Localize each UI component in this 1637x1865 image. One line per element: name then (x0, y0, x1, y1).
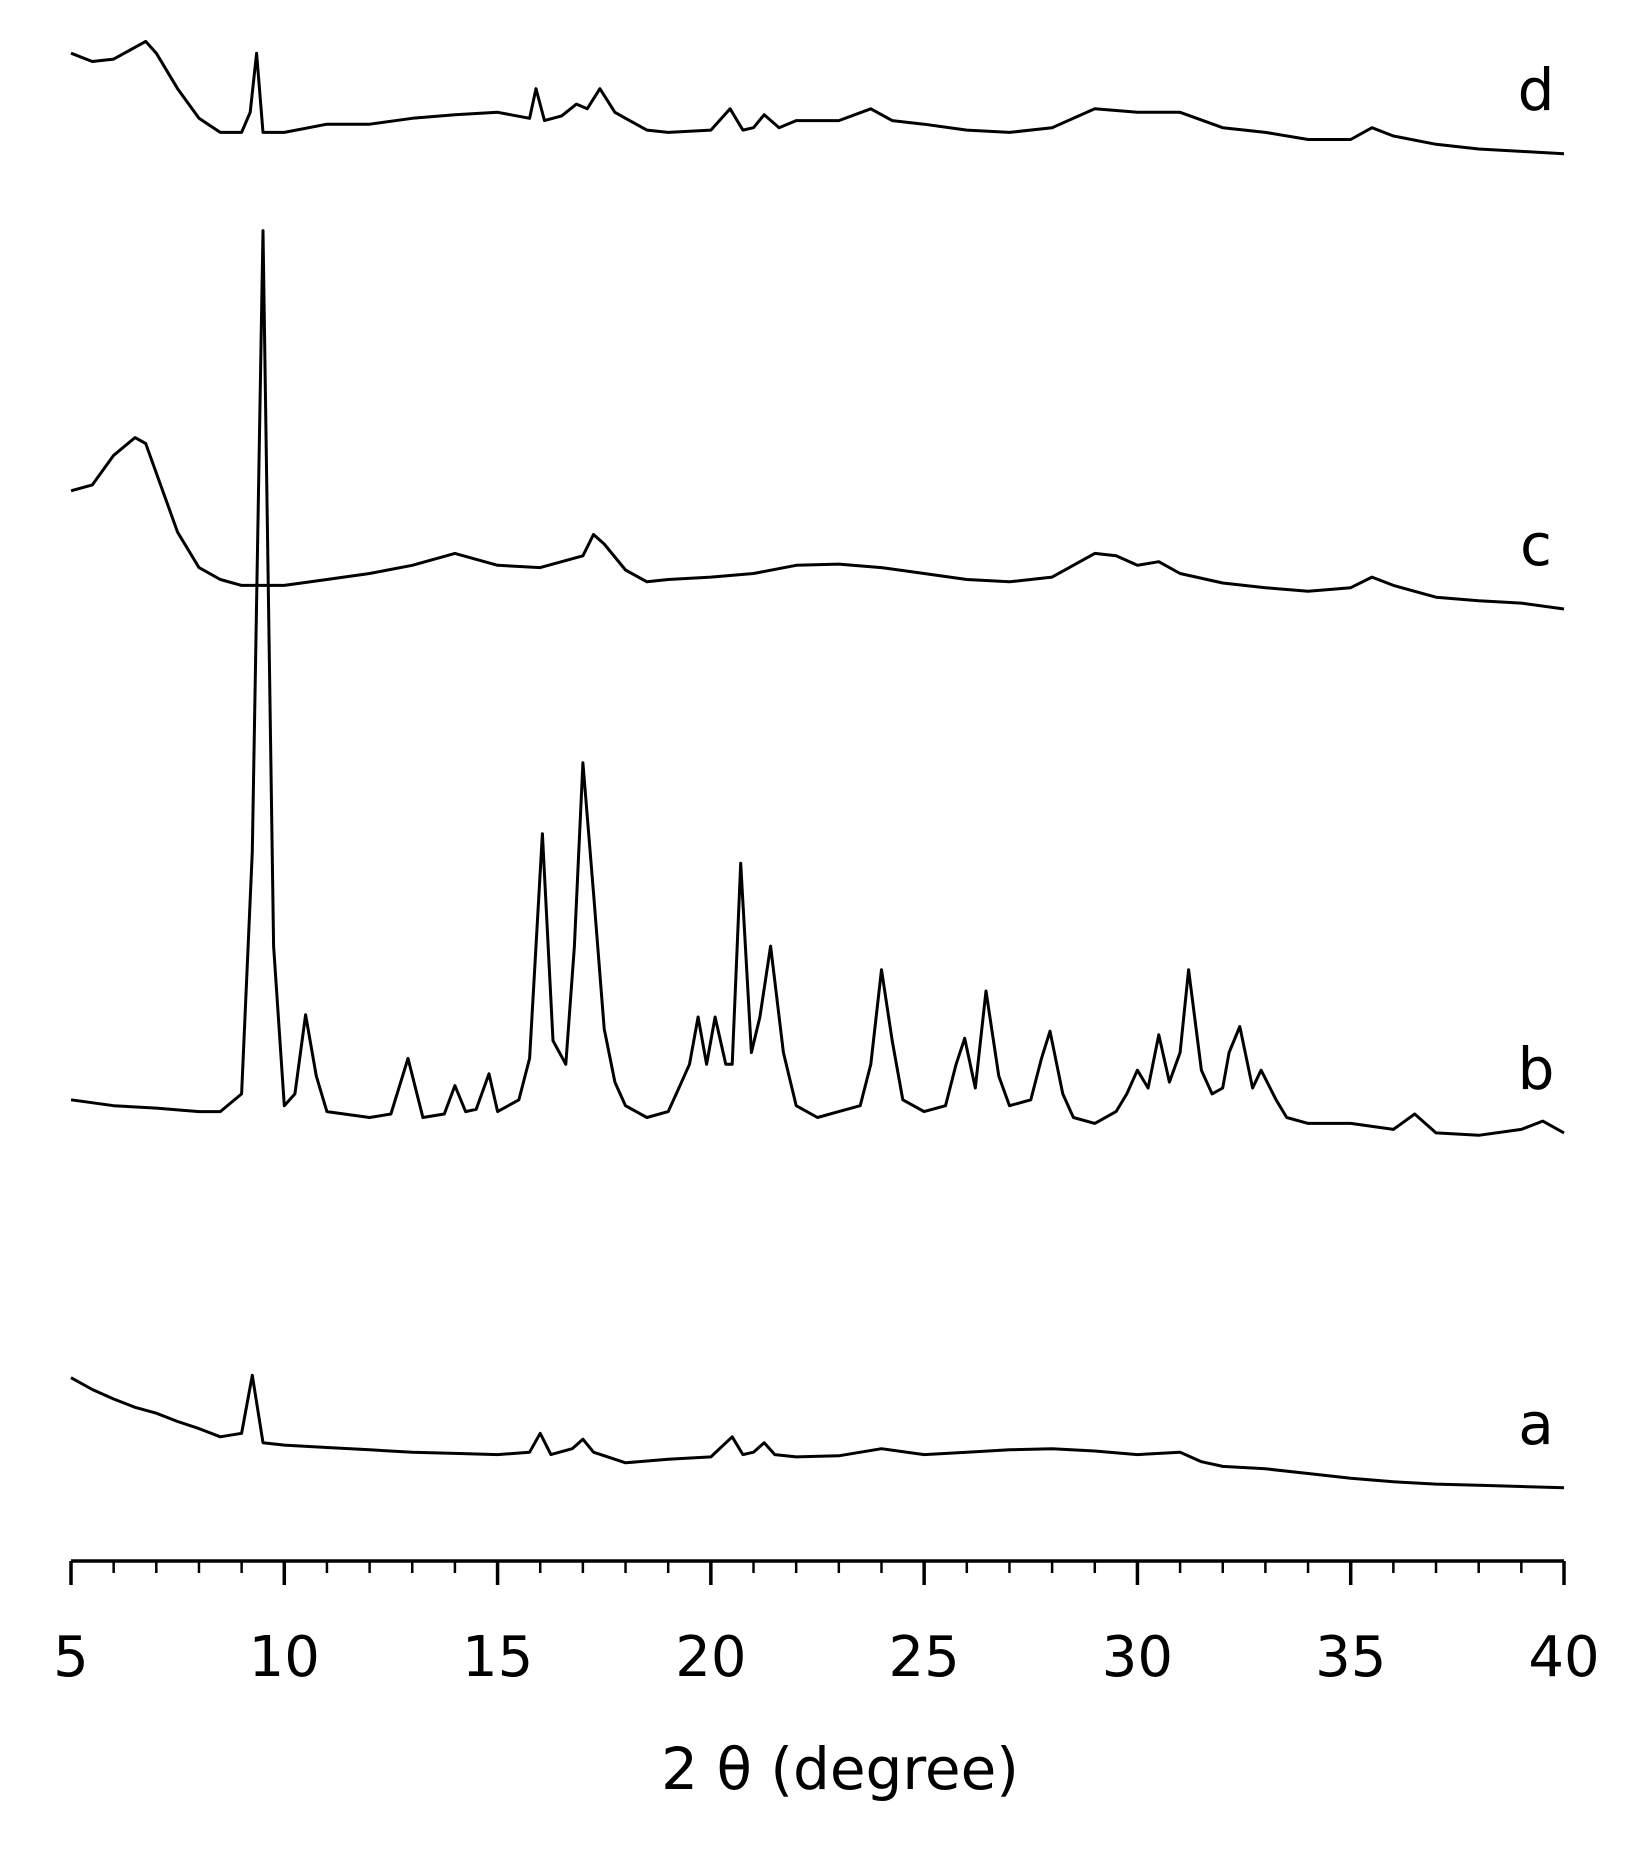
xrd-trace (70, 1373, 1565, 1490)
x-tick-label: 40 (1528, 1625, 1599, 1690)
x-tick-label: 35 (1315, 1625, 1386, 1690)
series-label: a (1518, 1390, 1554, 1458)
series-label: c (1520, 511, 1552, 579)
x-tick-label: 15 (462, 1625, 533, 1690)
x-tick-label: 5 (53, 1625, 89, 1690)
xrd-trace (70, 229, 1565, 1137)
xrd-trace (70, 436, 1565, 611)
x-tick-label: 25 (889, 1625, 960, 1690)
xrd-trace (70, 39, 1565, 156)
series-label: b (1518, 1035, 1555, 1103)
x-tick-label: 30 (1102, 1625, 1173, 1690)
x-axis-title: 2 θ (degree) (661, 1735, 1019, 1803)
x-tick-label: 10 (249, 1625, 320, 1690)
x-tick-label: 20 (675, 1625, 746, 1690)
series-label: d (1518, 56, 1555, 124)
